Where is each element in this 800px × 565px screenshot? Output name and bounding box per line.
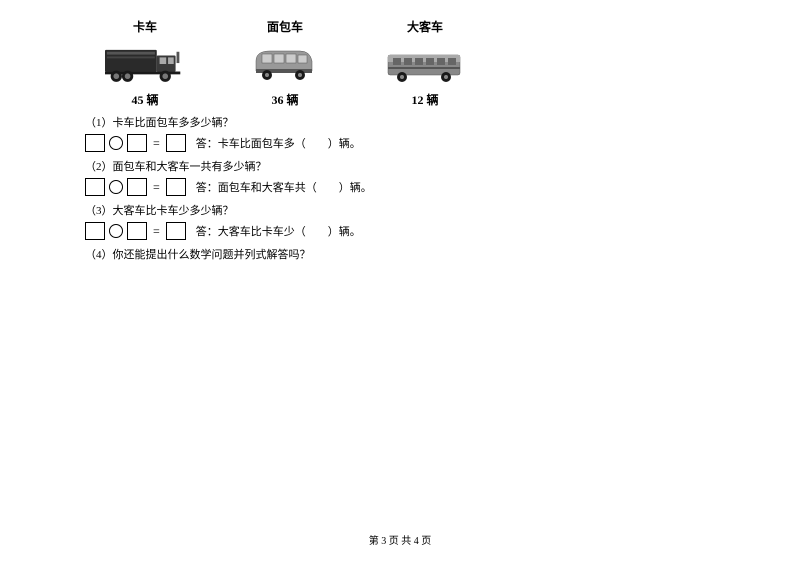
truck-label: 卡车 [133, 18, 157, 35]
q2-operator[interactable] [109, 180, 123, 194]
q3-operator[interactable] [109, 224, 123, 238]
equals-sign: = [153, 136, 160, 151]
q2-box-a[interactable] [85, 178, 105, 196]
bus-count: 12 辆 [411, 91, 438, 108]
vehicle-header-row: 卡车 45 辆 面包车 [100, 18, 715, 108]
equals-sign: = [153, 180, 160, 195]
truck-column: 卡车 45 辆 [100, 18, 190, 108]
questions-block: （1）卡车比面包车多多少辆？ = 答：卡车比面包车多（ ）辆。 （2）面包车和大… [85, 114, 715, 262]
equals-sign: = [153, 224, 160, 239]
q3-answer: 答：大客车比卡车少（ ）辆。 [196, 223, 361, 239]
q1-box-b[interactable] [127, 134, 147, 152]
q3-box-b[interactable] [127, 222, 147, 240]
truck-count: 45 辆 [131, 91, 158, 108]
q2-box-result[interactable] [166, 178, 186, 196]
q1-operator[interactable] [109, 136, 123, 150]
q3-equation: = 答：大客车比卡车少（ ）辆。 [85, 222, 715, 240]
q1-answer: 答：卡车比面包车多（ ）辆。 [196, 135, 361, 151]
q3-prompt: （3）大客车比卡车少多少辆？ [85, 202, 715, 218]
q1-equation: = 答：卡车比面包车多（ ）辆。 [85, 134, 715, 152]
bus-label: 大客车 [407, 18, 443, 35]
q3-box-result[interactable] [166, 222, 186, 240]
q4-prompt: （4）你还能提出什么数学问题并列式解答吗？ [85, 246, 715, 262]
q1-box-a[interactable] [85, 134, 105, 152]
minibus-icon [245, 43, 325, 85]
q3-box-a[interactable] [85, 222, 105, 240]
q2-answer: 答：面包车和大客车共（ ）辆。 [196, 179, 372, 195]
minibus-label: 面包车 [267, 18, 303, 35]
bus-icon [385, 43, 465, 85]
q2-prompt: （2）面包车和大客车一共有多少辆？ [85, 158, 715, 174]
page-footer: 第 3 页 共 4 页 [0, 532, 800, 547]
minibus-column: 面包车 36 辆 [240, 18, 330, 108]
truck-icon [105, 43, 185, 85]
q1-prompt: （1）卡车比面包车多多少辆？ [85, 114, 715, 130]
q1-box-result[interactable] [166, 134, 186, 152]
q2-equation: = 答：面包车和大客车共（ ）辆。 [85, 178, 715, 196]
minibus-count: 36 辆 [271, 91, 298, 108]
q2-box-b[interactable] [127, 178, 147, 196]
bus-column: 大客车 12 辆 [380, 18, 470, 108]
